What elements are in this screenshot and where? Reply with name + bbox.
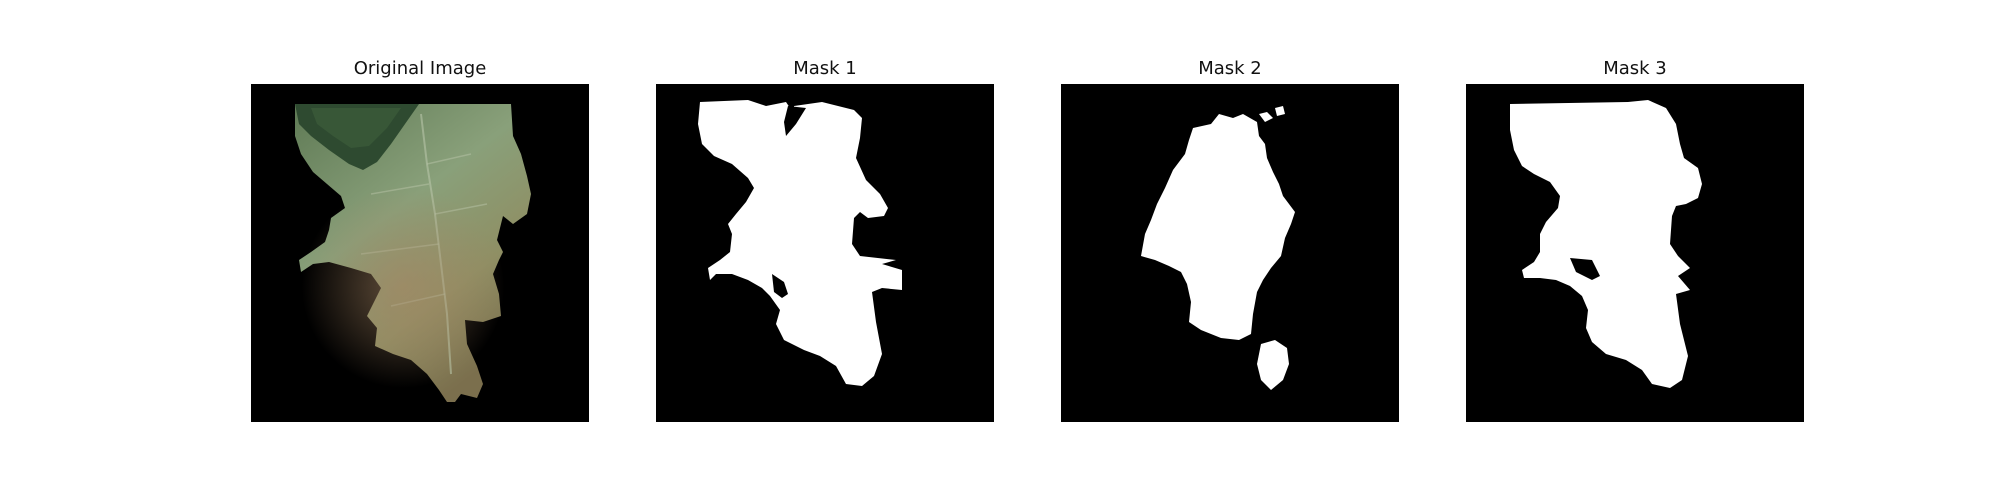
mask-2-panel [1061,84,1399,422]
leaf-photo-image [251,84,589,422]
mask-2-image [1061,84,1399,422]
panel-title-mask-3: Mask 3 [1603,58,1667,79]
mask-3-panel [1466,84,1804,422]
panel-title-original: Original Image [353,58,487,79]
panel-title-mask-2: Mask 2 [1198,58,1262,79]
mask-3-image [1466,84,1804,422]
panel-title-mask-1: Mask 1 [793,58,857,79]
mask-2-shape [1141,114,1295,340]
original-image-panel [251,84,589,422]
mask-1-panel [656,84,994,422]
mask-1-shape [698,100,902,386]
mask-1-image [656,84,994,422]
mask-3-shape [1510,100,1702,388]
